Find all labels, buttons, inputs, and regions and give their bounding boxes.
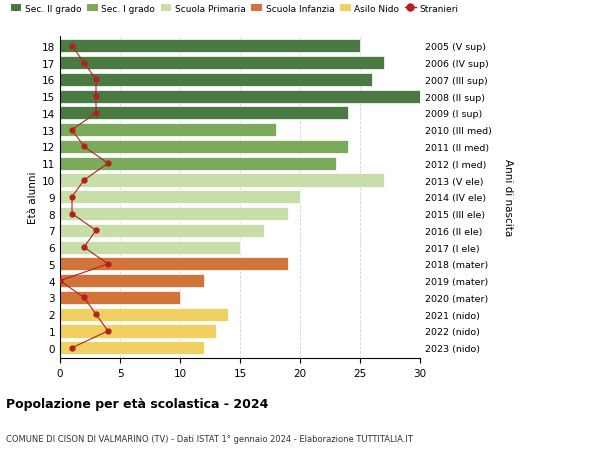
Bar bbox=[60, 140, 348, 154]
Bar bbox=[60, 308, 228, 321]
Bar bbox=[60, 224, 264, 237]
Bar bbox=[60, 40, 360, 53]
Bar bbox=[60, 90, 420, 103]
Bar bbox=[60, 74, 372, 87]
Y-axis label: Anni di nascita: Anni di nascita bbox=[503, 159, 513, 236]
Bar bbox=[60, 325, 216, 338]
Bar bbox=[60, 274, 204, 288]
Legend: Sec. II grado, Sec. I grado, Scuola Primaria, Scuola Infanzia, Asilo Nido, Stran: Sec. II grado, Sec. I grado, Scuola Prim… bbox=[11, 5, 458, 13]
Bar bbox=[60, 191, 300, 204]
Bar bbox=[60, 207, 288, 221]
Bar bbox=[60, 341, 204, 354]
Bar bbox=[60, 157, 336, 170]
Bar bbox=[60, 174, 384, 187]
Text: Popolazione per età scolastica - 2024: Popolazione per età scolastica - 2024 bbox=[6, 397, 268, 410]
Bar bbox=[60, 258, 288, 271]
Bar bbox=[60, 57, 384, 70]
Text: COMUNE DI CISON DI VALMARINO (TV) - Dati ISTAT 1° gennaio 2024 - Elaborazione TU: COMUNE DI CISON DI VALMARINO (TV) - Dati… bbox=[6, 434, 413, 443]
Bar bbox=[60, 241, 240, 254]
Bar bbox=[60, 107, 348, 120]
Bar bbox=[60, 124, 276, 137]
Bar bbox=[60, 291, 180, 304]
Y-axis label: Età alunni: Età alunni bbox=[28, 171, 38, 224]
